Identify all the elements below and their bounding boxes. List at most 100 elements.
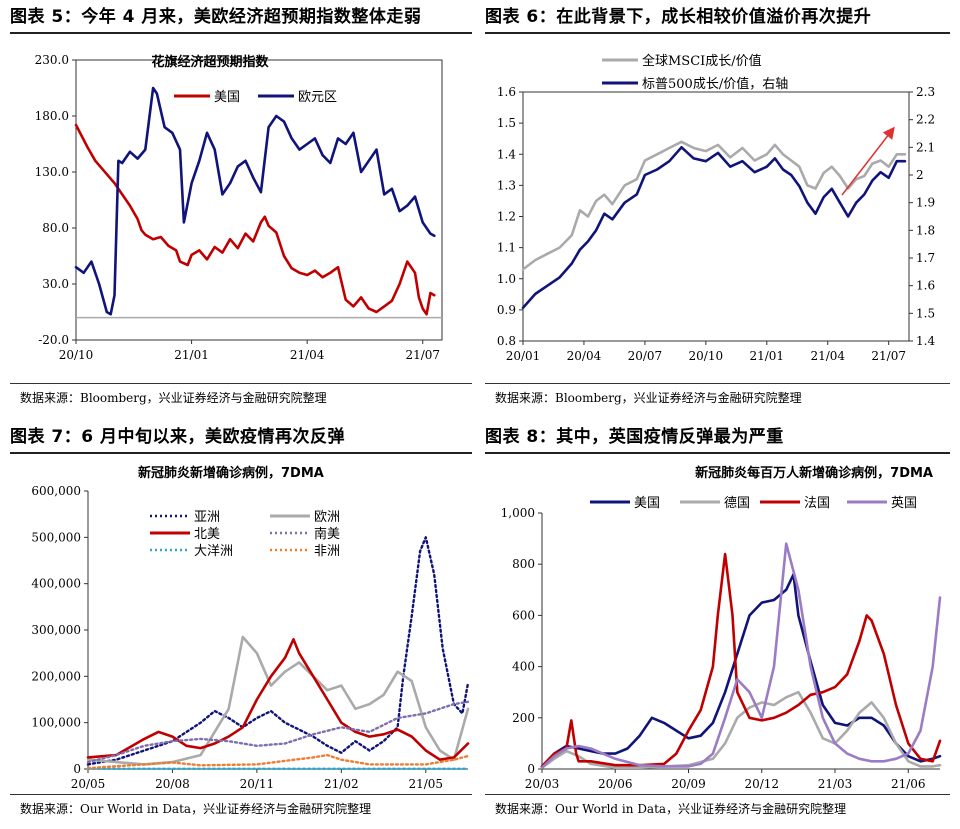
x-tick-label: 21/07 <box>871 349 906 363</box>
chart-fig7: 0 100,000 200,000 300,000 400,000 500,000 600,… <box>31 465 470 791</box>
y-tick-label: 1.1 <box>497 241 516 255</box>
y-tick-label: 600 <box>512 608 535 622</box>
y2-tick-label: 1.7 <box>916 251 935 265</box>
x-tick-label: 21/07 <box>405 348 440 362</box>
chart-title: 新冠肺炎每百万人新增确诊病例，7DMA <box>695 465 933 481</box>
panel-fig6: 图表 6：在此背景下，成长相较价值溢价再次提升 0.8 0.9 1.0 1.1 1.2 1… <box>485 0 950 414</box>
y-tick-label: 180.0 <box>35 109 69 123</box>
y-tick-label: 1,000 <box>501 506 535 520</box>
legend-label: 欧元区 <box>298 90 337 105</box>
y2-tick-label: 2.2 <box>916 113 935 127</box>
x-tick-label: 21/01 <box>174 348 209 362</box>
chart-fig5: -20.0 30.0 80.0 130.0 180.0 230.0 20/10 21/01 21… <box>35 53 443 362</box>
panel-title: 图表 8：其中，英国疫情反弹最为严重 <box>485 420 950 454</box>
y2-tick-label: 2.1 <box>916 140 935 154</box>
y-tick-label: 500,000 <box>31 530 81 544</box>
legend-label: 德国 <box>724 496 750 511</box>
source-rule <box>485 383 950 384</box>
x-tick-label: 21/04 <box>810 349 845 363</box>
source-rule <box>10 383 472 384</box>
y-tick-label: 0 <box>527 762 535 776</box>
legend-label: 美国 <box>634 496 660 511</box>
y-tick-label: -20.0 <box>38 333 69 347</box>
series-line-欧元区 <box>74 86 436 316</box>
series-line-全球MSCI成长-价值 <box>521 140 907 271</box>
y-tick-label: 0.8 <box>497 334 516 348</box>
y2-tick-label: 1.9 <box>916 196 935 210</box>
y-tick-label: 600,000 <box>31 484 81 498</box>
source-note: 数据来源：Our World in Data，兴业证券经济与金融研究院整理 <box>20 802 372 816</box>
legend-label: 标普500成长/价值，右轴 <box>642 76 788 92</box>
plot-frame <box>75 59 443 341</box>
y-tick-label: 0.9 <box>497 303 516 317</box>
y-tick-label: 1.2 <box>497 210 516 224</box>
y2-tick-label: 1.6 <box>916 279 935 293</box>
y-tick-label: 400 <box>512 660 535 674</box>
source-note: 数据来源：Our World in Data，兴业证券经济与金融研究院整理 <box>495 802 847 816</box>
x-tick-label: 20/07 <box>628 349 663 363</box>
x-tick-label: 20/10 <box>59 348 94 362</box>
series-line-南美 <box>86 700 470 764</box>
source-rule <box>10 794 472 795</box>
x-tick-label: 20/09 <box>671 777 706 791</box>
panel-fig8: 图表 8：其中，英国疫情反弹最为严重 0 200 400 600 800 1,000 20/… <box>485 420 950 829</box>
x-tick-label: 21/01 <box>749 349 784 363</box>
chart-title: 花旗经济超预期指数 <box>151 54 269 70</box>
chart-fig6: 0.8 0.9 1.0 1.1 1.2 1.3 1.4 1.5 1.6 1.4 1.5 1.6 1.7 1… <box>497 53 936 363</box>
legend-label: 非洲 <box>314 544 340 559</box>
x-tick-label: 20/08 <box>155 777 190 791</box>
series-line-亚洲 <box>86 536 470 766</box>
panel-title: 图表 7：6 月中旬以来，美欧疫情再次反弹 <box>10 420 472 454</box>
trend-arrow <box>841 126 895 196</box>
x-tick-label: 20/04 <box>567 349 602 363</box>
series-line-英国 <box>540 542 942 770</box>
y-tick-label: 400,000 <box>31 577 81 591</box>
x-tick-label: 21/03 <box>818 777 853 791</box>
panel-title: 图表 5：今年 4 月来，美欧经济超预期指数整体走弱 <box>10 0 472 34</box>
legend-label: 全球MSCI成长/价值 <box>642 53 762 69</box>
y-tick-label: 800 <box>512 557 535 571</box>
legend-label: 欧洲 <box>314 510 340 525</box>
y-tick-label: 1.3 <box>497 178 516 192</box>
y-tick-label: 1.0 <box>497 272 516 286</box>
series-line-美国 <box>540 573 942 768</box>
y-tick-label: 230.0 <box>35 53 69 67</box>
y-tick-label: 80.0 <box>42 221 69 235</box>
series-line-非洲 <box>86 753 470 770</box>
panel-title: 图表 6：在此背景下，成长相较价值溢价再次提升 <box>485 0 950 34</box>
y2-tick-label: 2 <box>916 168 924 182</box>
series-line-北美 <box>86 638 470 762</box>
x-tick-label: 21/04 <box>290 348 325 362</box>
x-tick-label: 20/06 <box>598 777 633 791</box>
legend-label: 北美 <box>194 527 220 542</box>
panel-fig5: 图表 5：今年 4 月来，美欧经济超预期指数整体走弱 -20.0 30.0 80.0… <box>10 0 472 414</box>
y-tick-label: 200,000 <box>31 669 81 683</box>
x-tick-label: 20/10 <box>689 349 724 363</box>
y2-tick-label: 2.3 <box>916 85 935 99</box>
x-tick-label: 20/01 <box>506 349 541 363</box>
legend-label: 亚洲 <box>194 510 220 525</box>
plot-frame <box>522 91 910 342</box>
legend-label: 大洋洲 <box>194 544 233 559</box>
x-tick-label: 20/03 <box>525 777 560 791</box>
series-line-德国 <box>540 690 942 770</box>
legend-label: 法国 <box>804 496 830 511</box>
y-tick-label: 0 <box>73 762 81 776</box>
series-line-标普500成长-价值-右轴 <box>521 146 907 310</box>
series-line-法国 <box>540 552 942 768</box>
y-tick-label: 1.6 <box>497 85 516 99</box>
y2-tick-label: 1.8 <box>916 223 935 237</box>
source-note: 数据来源：Bloomberg，兴业证券经济与金融研究院整理 <box>20 391 327 405</box>
legend-label: 美国 <box>214 90 240 105</box>
x-tick-label: 21/02 <box>324 777 359 791</box>
y2-tick-label: 1.5 <box>916 306 935 320</box>
source-rule <box>485 794 950 795</box>
x-tick-label: 21/05 <box>408 777 443 791</box>
y2-tick-label: 1.4 <box>916 334 935 348</box>
x-tick-label: 21/06 <box>891 777 926 791</box>
y-tick-label: 200 <box>512 711 535 725</box>
panel-fig7: 图表 7：6 月中旬以来，美欧疫情再次反弹 0 100,000 200,000 300… <box>10 420 472 829</box>
y-tick-label: 300,000 <box>31 623 81 637</box>
chart-title: 新冠肺炎新增确诊病例，7DMA <box>138 465 324 481</box>
y-tick-label: 130.0 <box>35 165 69 179</box>
